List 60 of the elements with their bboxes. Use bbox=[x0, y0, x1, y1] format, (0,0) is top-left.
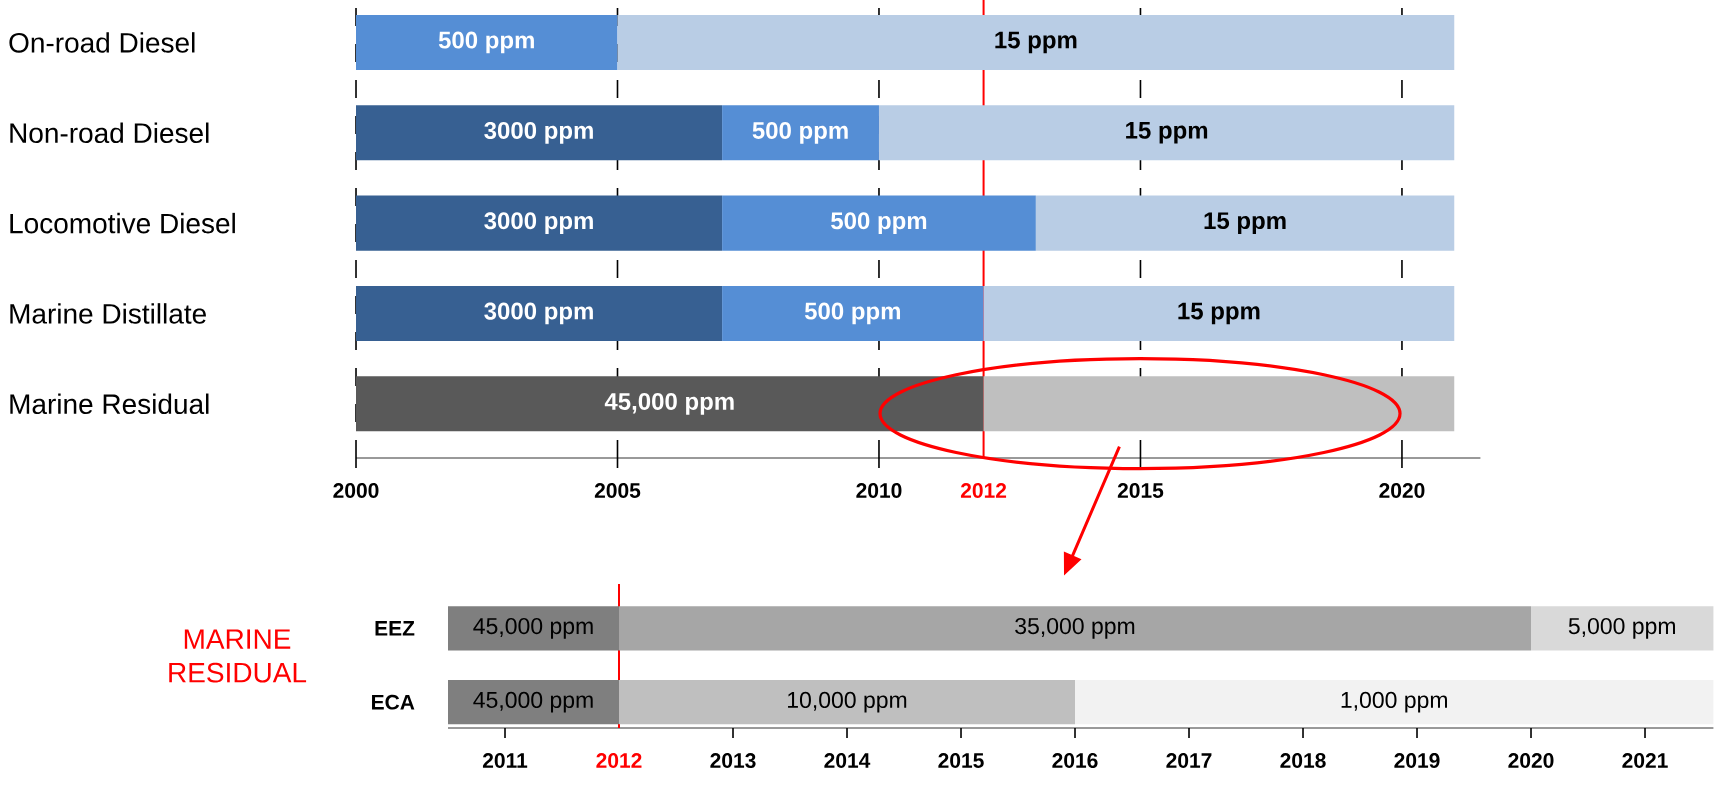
annotation: 45,000 ppm bbox=[473, 617, 593, 639]
bar bbox=[1035, 195, 1455, 251]
bar bbox=[619, 606, 1532, 651]
bar bbox=[356, 285, 723, 342]
annotation: 1,000 ppm bbox=[1341, 691, 1447, 713]
annotation: 15 ppm bbox=[1126, 122, 1208, 144]
annotation: 15 ppm bbox=[995, 31, 1077, 54]
annotation: 3000 ppm bbox=[484, 121, 593, 144]
bar bbox=[448, 680, 620, 725]
x-tick-label: 2017 bbox=[1166, 753, 1212, 768]
x-tick-label: 2021 bbox=[1622, 753, 1668, 768]
x-tick-label: 2018 bbox=[1280, 753, 1326, 768]
bar bbox=[1075, 680, 1714, 725]
y-tick-label: EEZ bbox=[375, 621, 415, 636]
annotation: 3000 ppm bbox=[484, 212, 593, 235]
annotation: 3000 ppm bbox=[484, 302, 593, 325]
annotation: 15 ppm bbox=[1178, 302, 1260, 325]
bar bbox=[878, 105, 1455, 161]
bar bbox=[722, 105, 879, 161]
annotation: 45,000 ppm bbox=[604, 392, 734, 415]
bar bbox=[983, 376, 1455, 432]
bar bbox=[1531, 606, 1714, 651]
annotation: 500 ppm bbox=[831, 212, 927, 235]
annotation: 500 ppm bbox=[752, 121, 848, 144]
x-tick-label: 2011 bbox=[482, 753, 528, 768]
bar bbox=[722, 195, 1036, 251]
annotation: 45,000 ppm bbox=[473, 691, 593, 713]
x-tick-label: 2020 bbox=[1508, 753, 1554, 768]
ref-line-label: 2012 bbox=[960, 483, 1007, 498]
annotation: 500 ppm bbox=[438, 31, 534, 54]
bar bbox=[722, 285, 984, 342]
y-tick-label: Non-road Diesel bbox=[10, 122, 209, 144]
x-tick-label: 2010 bbox=[856, 483, 902, 498]
y-tick-label: Marine Residual bbox=[10, 393, 209, 415]
x-tick-label: 2000 bbox=[333, 483, 379, 498]
x-tick-label: 2019 bbox=[1394, 753, 1440, 768]
x-tick-label: 2020 bbox=[1379, 483, 1425, 498]
annotation: 500 ppm bbox=[804, 302, 901, 325]
y-tick-label: Marine Distillate bbox=[10, 303, 206, 324]
annotation: 35,000 ppm bbox=[1015, 617, 1135, 639]
ref-line-label: 2012 bbox=[596, 753, 642, 768]
bar bbox=[983, 285, 1455, 342]
y-tick-label: Locomotive Diesel bbox=[10, 212, 235, 234]
x-tick-label: 2015 bbox=[1117, 483, 1164, 498]
bar bbox=[448, 606, 620, 651]
y-axis-title: MARINE RESIDUAL bbox=[169, 629, 307, 683]
x-tick-label: 2015 bbox=[938, 753, 984, 768]
annotation: 15 ppm bbox=[1204, 212, 1286, 234]
annotation: 10,000 ppm bbox=[788, 691, 907, 713]
annotation: 5,000 ppm bbox=[1568, 617, 1675, 639]
y-tick-label: On-road Diesel bbox=[9, 32, 195, 53]
bar bbox=[356, 105, 723, 161]
bar bbox=[356, 376, 984, 432]
y-tick-label: ECA bbox=[372, 694, 415, 710]
x-tick-label: 2016 bbox=[1052, 753, 1098, 768]
bar bbox=[356, 195, 723, 251]
x-tick-label: 2005 bbox=[594, 483, 641, 498]
bar bbox=[619, 680, 1076, 725]
x-tick-label: 2014 bbox=[824, 753, 871, 768]
x-tick-label: 2013 bbox=[710, 753, 756, 768]
